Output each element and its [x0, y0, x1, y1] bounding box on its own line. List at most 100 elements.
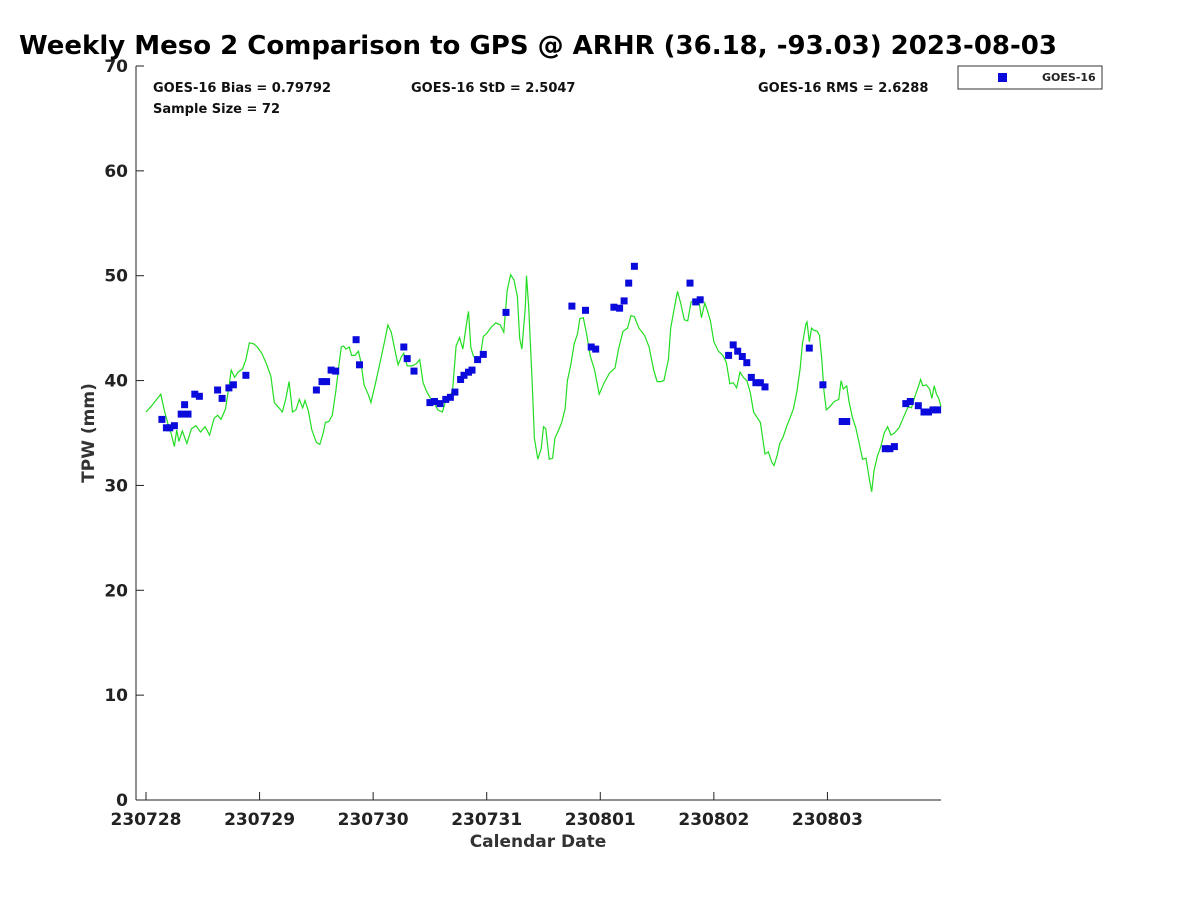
goes16-point — [929, 406, 937, 414]
goes16-point — [166, 424, 174, 432]
goes16-point — [743, 359, 751, 367]
goes16-point — [457, 376, 465, 383]
goes16-point — [442, 395, 450, 403]
y-tick-label: 0 — [116, 791, 128, 811]
goes16-point — [229, 381, 237, 389]
x-axis-label: Calendar Date — [470, 832, 607, 852]
goes16-point — [479, 350, 487, 358]
goes16-point — [218, 394, 226, 402]
goes16-point — [177, 410, 185, 418]
y-axis-label: TPW (mm) — [79, 383, 99, 483]
goes16-point — [886, 445, 894, 453]
goes16-point — [881, 445, 889, 453]
goes16-point — [890, 443, 898, 451]
stat-rms: GOES-16 RMS = 2.6288 — [758, 81, 928, 96]
chart-title: Weekly Meso 2 Comparison to GPS @ ARHR (… — [19, 31, 1057, 61]
stat-sample-size: Sample Size = 72 — [153, 102, 280, 117]
goes16-point — [920, 408, 928, 416]
goes16-point — [752, 379, 760, 387]
goes16-point — [925, 408, 932, 416]
goes16-point — [738, 353, 746, 360]
y-tick-label: 50 — [104, 267, 128, 287]
goes16-point — [225, 384, 233, 392]
goes16-point — [184, 410, 192, 418]
goes16-point — [838, 418, 846, 425]
goes16-point — [819, 381, 827, 389]
goes16-point — [610, 303, 618, 311]
goes16-point-layer — [158, 262, 942, 453]
goes16-point — [761, 383, 769, 391]
goes16-point — [582, 306, 589, 314]
goes16-point — [356, 361, 363, 369]
x-tick-label: 230730 — [338, 810, 409, 830]
x-tick-label: 230803 — [792, 810, 863, 830]
goes16-point — [902, 400, 910, 408]
x-tick-label: 230731 — [451, 810, 522, 830]
goes16-point — [474, 356, 482, 364]
goes16-point — [592, 345, 600, 353]
goes16-point — [327, 366, 335, 374]
goes16-point — [170, 422, 178, 430]
axis-ticks: 0 10 20 30 40 50 60 70 230728 230729 230730 230731 2… — [104, 57, 863, 830]
goes16-point — [403, 355, 411, 363]
goes16-point — [318, 378, 326, 386]
goes16-point — [323, 378, 331, 386]
goes16-point — [242, 371, 250, 379]
goes16-point — [332, 367, 340, 375]
goes16-point — [312, 386, 320, 394]
goes16-point — [446, 393, 454, 401]
goes16-point — [400, 343, 408, 351]
goes16-point — [756, 379, 764, 387]
goes16-point — [568, 302, 576, 310]
goes16-point — [616, 304, 624, 312]
goes16-point — [620, 297, 628, 305]
x-tick-label: 230802 — [678, 810, 749, 830]
goes16-point — [352, 336, 360, 344]
goes16-point — [460, 371, 468, 379]
goes16-point — [914, 402, 922, 410]
y-tick-label: 20 — [104, 581, 128, 601]
goes16-point — [686, 279, 694, 287]
legend-marker-goes16 — [998, 73, 1007, 82]
y-tick-label: 40 — [104, 372, 128, 392]
goes16-point — [805, 344, 813, 352]
legend-label-goes16: GOES-16 — [1042, 71, 1096, 84]
goes16-point — [843, 418, 851, 425]
goes16-point — [630, 262, 638, 270]
goes16-point — [451, 388, 459, 396]
goes16-point — [468, 366, 476, 374]
goes16-point — [436, 400, 444, 408]
goes16-point — [934, 406, 942, 414]
legend-box — [957, 65, 1103, 90]
x-tick-label: 230728 — [111, 810, 182, 830]
goes16-point — [625, 279, 633, 287]
y-tick-label: 10 — [104, 686, 128, 706]
x-tick-label: 230801 — [565, 810, 636, 830]
goes16-point — [729, 341, 737, 349]
goes16-point — [426, 399, 434, 407]
goes16-point — [734, 347, 742, 355]
goes16-point — [410, 367, 418, 375]
goes16-point — [747, 373, 755, 381]
stat-bias: GOES-16 Bias = 0.79792 — [153, 81, 331, 96]
y-tick-label: 70 — [104, 57, 128, 77]
goes16-point — [502, 308, 510, 316]
goes16-point — [906, 398, 914, 405]
gps-series-line — [145, 273, 942, 492]
goes16-point — [158, 415, 166, 423]
goes16-point — [195, 392, 203, 400]
goes16-point — [191, 390, 199, 398]
goes16-point — [696, 296, 704, 304]
goes16-point — [431, 398, 438, 405]
y-tick-label: 60 — [104, 162, 128, 182]
y-tick-label: 30 — [104, 476, 128, 496]
stat-std: GOES-16 StD = 2.5047 — [411, 81, 575, 96]
goes16-point — [587, 343, 595, 351]
goes16-point — [692, 298, 700, 306]
goes16-point — [725, 351, 733, 359]
goes16-point — [214, 386, 222, 394]
x-tick-label: 230729 — [224, 810, 295, 830]
gps-line-layer — [145, 273, 942, 492]
